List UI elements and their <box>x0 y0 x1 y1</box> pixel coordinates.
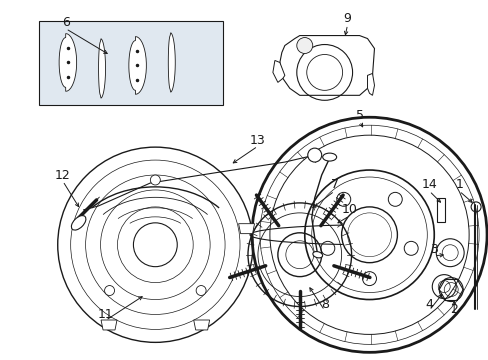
FancyBboxPatch shape <box>39 21 223 105</box>
Polygon shape <box>99 39 105 98</box>
Text: 4: 4 <box>425 298 432 311</box>
Text: 8: 8 <box>320 298 328 311</box>
Text: 12: 12 <box>55 168 70 181</box>
Text: 11: 11 <box>98 308 113 321</box>
Polygon shape <box>367 73 374 95</box>
Text: 2: 2 <box>449 303 457 316</box>
Polygon shape <box>272 60 285 82</box>
Polygon shape <box>129 37 146 94</box>
Polygon shape <box>238 224 254 234</box>
Polygon shape <box>436 198 444 222</box>
Text: 5: 5 <box>355 109 363 122</box>
Text: 13: 13 <box>249 134 265 147</box>
Ellipse shape <box>312 252 322 258</box>
Polygon shape <box>59 33 77 91</box>
Circle shape <box>104 285 114 296</box>
Text: 1: 1 <box>454 179 462 192</box>
Circle shape <box>196 285 205 296</box>
Circle shape <box>307 148 321 162</box>
Polygon shape <box>101 320 117 330</box>
Polygon shape <box>168 33 175 92</box>
Circle shape <box>150 175 160 185</box>
Text: 14: 14 <box>421 179 436 192</box>
Text: 7: 7 <box>330 179 338 192</box>
Ellipse shape <box>322 153 336 161</box>
Text: 3: 3 <box>429 243 437 256</box>
Text: 6: 6 <box>61 16 69 29</box>
Ellipse shape <box>71 216 86 230</box>
Text: 9: 9 <box>343 12 351 25</box>
Polygon shape <box>193 320 209 330</box>
Circle shape <box>296 37 312 54</box>
Text: 10: 10 <box>341 203 357 216</box>
Polygon shape <box>279 36 374 95</box>
